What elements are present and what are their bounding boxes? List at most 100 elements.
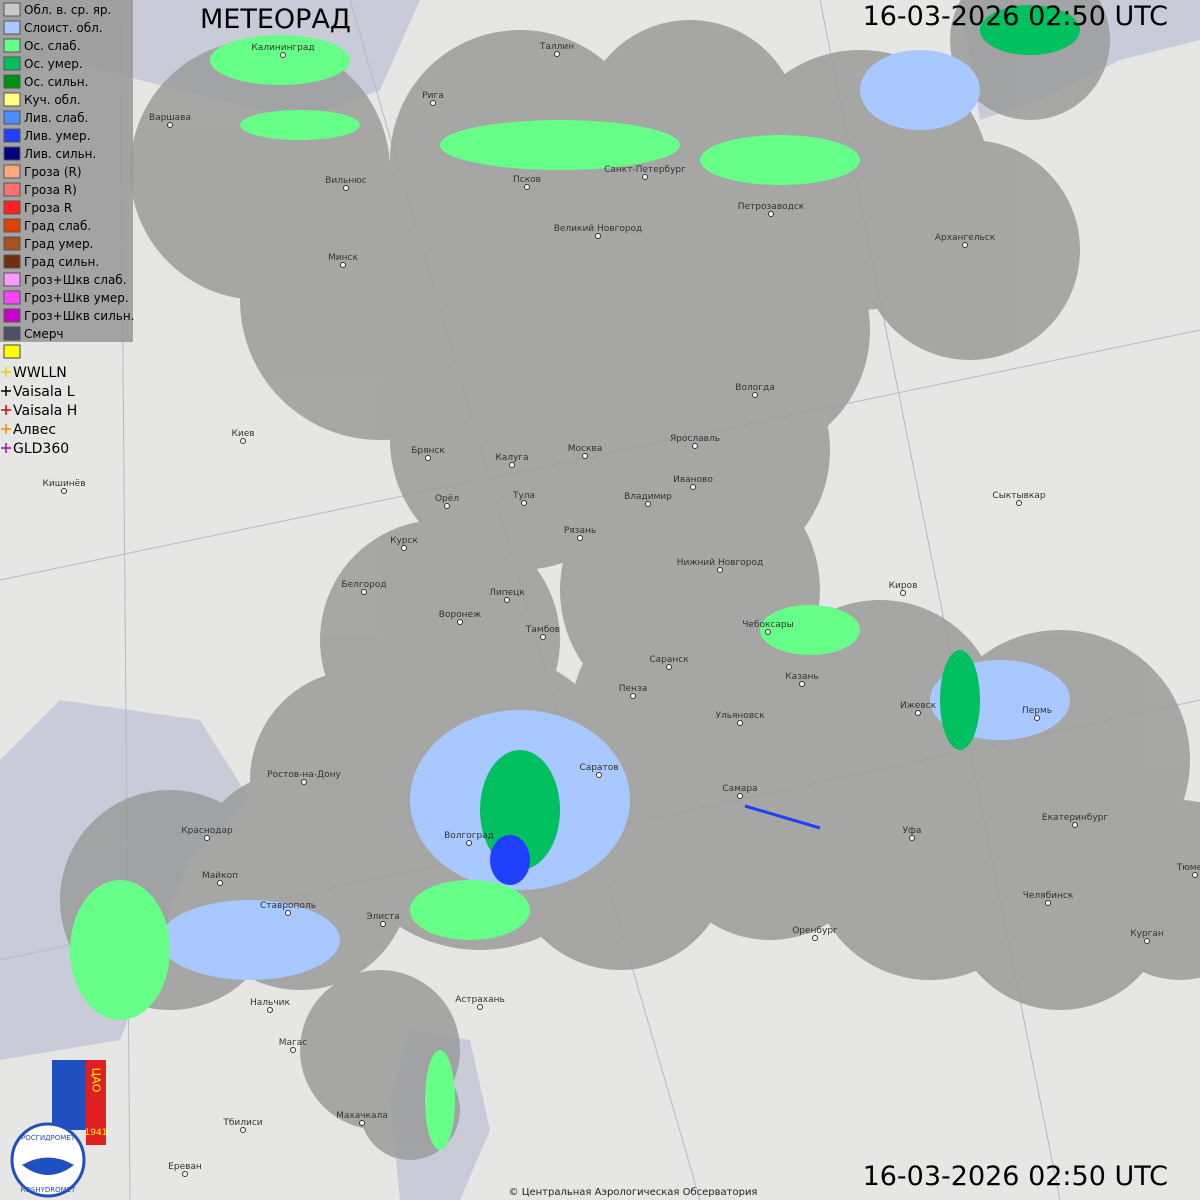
city-dot <box>204 835 210 841</box>
city-label: Челябинск <box>1023 891 1074 901</box>
lightning-symbol <box>1 424 11 434</box>
city-dot <box>630 693 636 699</box>
legend-label: Ос. слаб. <box>24 39 81 53</box>
city-label: Таллин <box>539 42 574 52</box>
logo-org: ЦАО <box>90 1068 103 1093</box>
logo-year: 1941 <box>85 1128 108 1138</box>
logo-name-en: ROSHYDROMET <box>21 1186 77 1194</box>
lightning-label: Vaisala L <box>13 384 75 400</box>
city-dot <box>343 185 349 191</box>
city-dot <box>280 52 286 58</box>
legend-label: Град сильн. <box>24 255 99 269</box>
city-dot <box>430 100 436 106</box>
city-dot <box>1072 822 1078 828</box>
city-label: Вологда <box>735 383 774 393</box>
legend-swatch <box>3 290 21 305</box>
legend-label: Смерч <box>24 327 64 341</box>
logo-flag <box>52 1060 86 1130</box>
city-label: Волгоград <box>444 831 494 841</box>
city-dot <box>267 1007 273 1013</box>
city-dot <box>290 1047 296 1053</box>
city-label: Воронеж <box>439 610 481 620</box>
lightning-label: Алвес <box>13 422 56 438</box>
city-label: Архангельск <box>935 233 996 243</box>
city-label: Казань <box>785 672 818 682</box>
city-dot <box>595 233 601 239</box>
legend-swatch <box>3 128 21 143</box>
lightning-label: WWLLN <box>13 365 67 381</box>
city-label: Киев <box>231 429 254 439</box>
city-label: Рига <box>422 91 444 101</box>
legend-swatch <box>3 2 21 17</box>
city-dot <box>666 664 672 670</box>
city-label: Астрахань <box>455 995 505 1005</box>
city-label: Киров <box>889 581 918 591</box>
city-label: Чебоксары <box>742 620 793 630</box>
timestamp-bottom: 16-03-2026 02:50 UTC <box>863 1161 1168 1192</box>
city-label: Вильнюс <box>325 176 367 186</box>
city-dot <box>799 681 805 687</box>
city-label: Орёл <box>435 494 459 504</box>
city-dot <box>477 1004 483 1010</box>
logo-bar <box>86 1060 106 1145</box>
city-label: Варшава <box>149 113 191 123</box>
city-dot <box>1045 900 1051 906</box>
cities: Калининград Таллин Рига Варшава Вильнюс Псков… <box>42 42 1200 1177</box>
city-dot <box>642 174 648 180</box>
city-label: Ереван <box>168 1162 202 1172</box>
city-dot <box>692 443 698 449</box>
logo-name-ru: РОСГИДРОМЕТ <box>21 1134 76 1142</box>
city-label: Оренбург <box>792 926 838 936</box>
city-dot <box>466 840 472 846</box>
legend-label: Слоист. обл. <box>24 21 103 35</box>
city-dot <box>182 1171 188 1177</box>
city-dot <box>444 503 450 509</box>
lightning-symbol <box>1 405 11 415</box>
city-dot <box>737 720 743 726</box>
city-label: Екатеринбург <box>1042 813 1108 823</box>
city-label: Пенза <box>619 684 648 694</box>
legend-swatch <box>3 20 21 35</box>
city-label: Махачкала <box>336 1111 388 1121</box>
city-dot <box>359 1120 365 1126</box>
lightning-label: GLD360 <box>13 441 69 457</box>
city-label: Тюмень <box>1176 863 1200 873</box>
city-label: Сыктывкар <box>992 491 1045 501</box>
city-label: Ульяновск <box>715 711 765 721</box>
legend-label: Ос. сильн. <box>24 75 88 89</box>
lightning-legend: WWLLN Vaisala L Vaisala H Алвес GLD360 <box>1 365 77 457</box>
legend-label: Гроз+Шкв сильн. <box>24 309 134 323</box>
city-dot <box>521 500 527 506</box>
city-label: Москва <box>568 444 602 454</box>
city-label: Нальчик <box>250 998 291 1008</box>
legend-label: Лив. сильн. <box>24 147 96 161</box>
city-dot <box>401 545 407 551</box>
legend-swatch <box>3 56 21 71</box>
city-dot <box>768 211 774 217</box>
city-dot <box>962 242 968 248</box>
city-dot <box>900 590 906 596</box>
lightning-symbol <box>1 386 11 396</box>
city-label: Калининград <box>251 43 314 53</box>
city-label: Магас <box>279 1038 308 1048</box>
city-dot <box>240 438 246 444</box>
logo-wave <box>22 1157 74 1175</box>
city-label: Майкоп <box>202 871 238 881</box>
city-label: Ставрополь <box>260 901 316 911</box>
city-label: Владимир <box>624 492 672 502</box>
city-dot <box>524 184 530 190</box>
legend-swatch <box>3 92 21 107</box>
legend-label: Ос. умер. <box>24 57 83 71</box>
legend-swatch <box>3 38 21 53</box>
city-dot <box>554 51 560 57</box>
city-dot <box>509 462 515 468</box>
legend-label: Гроз+Шкв слаб. <box>24 273 127 287</box>
city-dot <box>301 779 307 785</box>
city-label: Калуга <box>495 453 528 463</box>
lightning-symbol <box>1 367 11 377</box>
legend-swatch <box>3 236 21 251</box>
city-dot <box>915 710 921 716</box>
city-dot <box>737 793 743 799</box>
copyright: © Центральная Аэрологическая Обсерватори… <box>509 1187 758 1198</box>
city-dot <box>1192 872 1198 878</box>
